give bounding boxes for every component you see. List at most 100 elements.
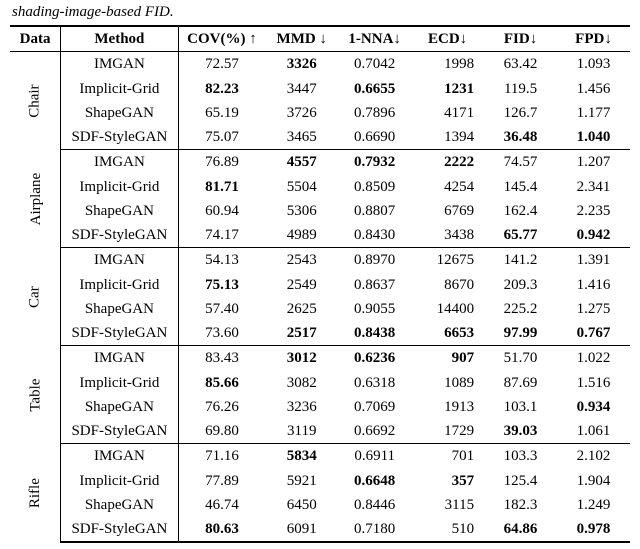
metric-cell-fid: 209.3 (484, 273, 557, 297)
table-row: SDF-StyleGAN73.6025170.8438665397.990.76… (10, 321, 630, 346)
metric-cell-ecd: 4254 (411, 175, 484, 199)
metric-cell-fpd: 1.040 (557, 125, 630, 150)
table-row: SDF-StyleGAN74.1749890.8430343865.770.94… (10, 223, 630, 248)
method-cell: IMGAN (61, 150, 179, 175)
table-row: ShapeGAN46.7464500.84463115182.31.249 (10, 493, 630, 517)
metric-cell-mmd: 6450 (265, 493, 338, 517)
metric-cell-fpd: 1.516 (557, 371, 630, 395)
table-row: TableIMGAN83.4330120.623690751.701.022 (10, 346, 630, 371)
category-label: Rifle (10, 444, 61, 543)
table-row: ShapeGAN57.4026250.905514400225.21.275 (10, 297, 630, 321)
metric-cell-fpd: 2.102 (557, 444, 630, 469)
metric-cell-ecd: 4171 (411, 101, 484, 125)
col-header-method: Method (61, 26, 179, 52)
col-header-fid: FID↓ (484, 26, 557, 52)
metric-cell-cov: 81.71 (178, 175, 265, 199)
method-cell: ShapeGAN (61, 297, 179, 321)
metric-cell-cov: 46.74 (178, 493, 265, 517)
metric-cell-nna: 0.6690 (338, 125, 411, 150)
metric-cell-nna: 0.7069 (338, 395, 411, 419)
metric-cell-fpd: 1.177 (557, 101, 630, 125)
method-cell: Implicit-Grid (61, 77, 179, 101)
method-cell: SDF-StyleGAN (61, 125, 179, 150)
method-cell: ShapeGAN (61, 493, 179, 517)
metric-cell-cov: 60.94 (178, 199, 265, 223)
metric-cell-mmd: 3236 (265, 395, 338, 419)
category-label: Table (10, 346, 61, 444)
table-row: Implicit-Grid81.7155040.85094254145.42.3… (10, 175, 630, 199)
metric-cell-fid: 51.70 (484, 346, 557, 371)
table-row: Implicit-Grid82.2334470.66551231119.51.4… (10, 77, 630, 101)
table-row: ShapeGAN60.9453060.88076769162.42.235 (10, 199, 630, 223)
metric-cell-mmd: 3012 (265, 346, 338, 371)
metric-cell-fid: 39.03 (484, 419, 557, 444)
metric-cell-ecd: 1089 (411, 371, 484, 395)
metric-cell-nna: 0.6318 (338, 371, 411, 395)
metric-cell-cov: 76.89 (178, 150, 265, 175)
metric-cell-nna: 0.7932 (338, 150, 411, 175)
metric-cell-nna: 0.6655 (338, 77, 411, 101)
metric-cell-cov: 69.80 (178, 419, 265, 444)
metric-cell-mmd: 5306 (265, 199, 338, 223)
metric-cell-fid: 97.99 (484, 321, 557, 346)
metric-cell-ecd: 1729 (411, 419, 484, 444)
metric-cell-fpd: 1.061 (557, 419, 630, 444)
method-cell: IMGAN (61, 346, 179, 371)
metric-cell-cov: 72.57 (178, 52, 265, 77)
metric-cell-fpd: 2.341 (557, 175, 630, 199)
metric-cell-fpd: 1.456 (557, 77, 630, 101)
metric-cell-nna: 0.6692 (338, 419, 411, 444)
method-cell: Implicit-Grid (61, 175, 179, 199)
metric-cell-fpd: 1.275 (557, 297, 630, 321)
metric-cell-mmd: 5504 (265, 175, 338, 199)
method-cell: SDF-StyleGAN (61, 321, 179, 346)
metric-cell-nna: 0.8438 (338, 321, 411, 346)
metric-cell-cov: 75.13 (178, 273, 265, 297)
metrics-table: Data Method COV(%) ↑ MMD ↓ 1-NNA↓ ECD↓ F… (10, 25, 630, 543)
metric-cell-nna: 0.6648 (338, 469, 411, 493)
metric-cell-fpd: 1.391 (557, 248, 630, 273)
metric-cell-nna: 0.6236 (338, 346, 411, 371)
metric-cell-fpd: 0.934 (557, 395, 630, 419)
metric-cell-mmd: 5834 (265, 444, 338, 469)
metric-cell-mmd: 3082 (265, 371, 338, 395)
metric-cell-fpd: 0.942 (557, 223, 630, 248)
metric-cell-mmd: 3326 (265, 52, 338, 77)
metric-cell-mmd: 2549 (265, 273, 338, 297)
col-header-fpd: FPD↓ (557, 26, 630, 52)
metric-cell-nna: 0.6911 (338, 444, 411, 469)
metric-cell-fid: 63.42 (484, 52, 557, 77)
metric-cell-fpd: 1.904 (557, 469, 630, 493)
metric-cell-nna: 0.7180 (338, 517, 411, 542)
metric-cell-fid: 103.3 (484, 444, 557, 469)
metric-cell-ecd: 3115 (411, 493, 484, 517)
metric-cell-ecd: 510 (411, 517, 484, 542)
method-cell: IMGAN (61, 52, 179, 77)
metric-cell-mmd: 3465 (265, 125, 338, 150)
metric-cell-cov: 74.17 (178, 223, 265, 248)
metric-cell-mmd: 5921 (265, 469, 338, 493)
metric-cell-fpd: 1.416 (557, 273, 630, 297)
method-cell: IMGAN (61, 248, 179, 273)
metric-cell-cov: 76.26 (178, 395, 265, 419)
method-cell: ShapeGAN (61, 199, 179, 223)
metric-cell-fid: 65.77 (484, 223, 557, 248)
metric-cell-ecd: 907 (411, 346, 484, 371)
metric-cell-cov: 80.63 (178, 517, 265, 542)
metric-cell-nna: 0.8446 (338, 493, 411, 517)
metric-cell-fpd: 2.235 (557, 199, 630, 223)
col-header-data: Data (10, 26, 61, 52)
metric-cell-cov: 57.40 (178, 297, 265, 321)
metric-cell-nna: 0.8807 (338, 199, 411, 223)
metric-cell-fid: 182.3 (484, 493, 557, 517)
metric-cell-nna: 0.8430 (338, 223, 411, 248)
metric-cell-fid: 125.4 (484, 469, 557, 493)
metric-cell-fpd: 1.207 (557, 150, 630, 175)
metric-cell-cov: 85.66 (178, 371, 265, 395)
method-cell: SDF-StyleGAN (61, 517, 179, 542)
metric-cell-ecd: 8670 (411, 273, 484, 297)
table-row: SDF-StyleGAN69.8031190.6692172939.031.06… (10, 419, 630, 444)
metric-cell-ecd: 12675 (411, 248, 484, 273)
metric-cell-fpd: 1.249 (557, 493, 630, 517)
metric-cell-ecd: 1998 (411, 52, 484, 77)
